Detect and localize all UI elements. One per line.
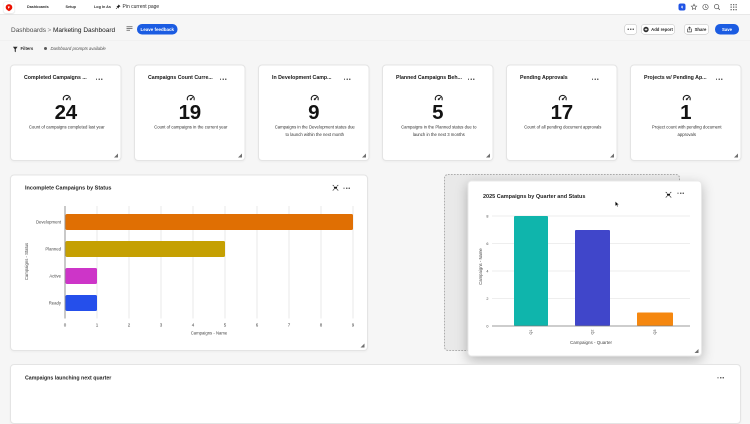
svg-text:Campaigns - Status: Campaigns - Status (24, 243, 29, 280)
svg-text:Q2: Q2 (591, 329, 595, 334)
svg-text:3: 3 (160, 323, 163, 328)
svg-text:4: 4 (192, 323, 195, 328)
svg-text:Active: Active (49, 274, 61, 279)
svg-text:Campaigns - Quarter: Campaigns - Quarter (570, 340, 613, 345)
svg-text:Campaigns - Name: Campaigns - Name (478, 248, 483, 285)
svg-text:6: 6 (486, 242, 488, 246)
svg-text:0: 0 (486, 325, 488, 329)
svg-text:2: 2 (128, 323, 131, 328)
svg-text:Campaigns - Name: Campaigns - Name (191, 331, 228, 336)
svg-text:7: 7 (288, 323, 291, 328)
svg-text:Planned: Planned (45, 247, 61, 252)
svg-text:Development: Development (36, 220, 62, 225)
svg-text:Q1: Q1 (529, 329, 533, 334)
svg-text:8: 8 (486, 215, 488, 219)
svg-text:2: 2 (486, 297, 488, 301)
svg-text:1: 1 (96, 323, 99, 328)
svg-text:8: 8 (320, 323, 323, 328)
svg-text:9: 9 (352, 323, 355, 328)
svg-text:0: 0 (64, 323, 67, 328)
svg-text:5: 5 (224, 323, 227, 328)
svg-text:Ready: Ready (49, 301, 62, 306)
svg-text:4: 4 (486, 270, 488, 274)
svg-text:6: 6 (256, 323, 259, 328)
svg-text:Q3: Q3 (653, 329, 657, 334)
